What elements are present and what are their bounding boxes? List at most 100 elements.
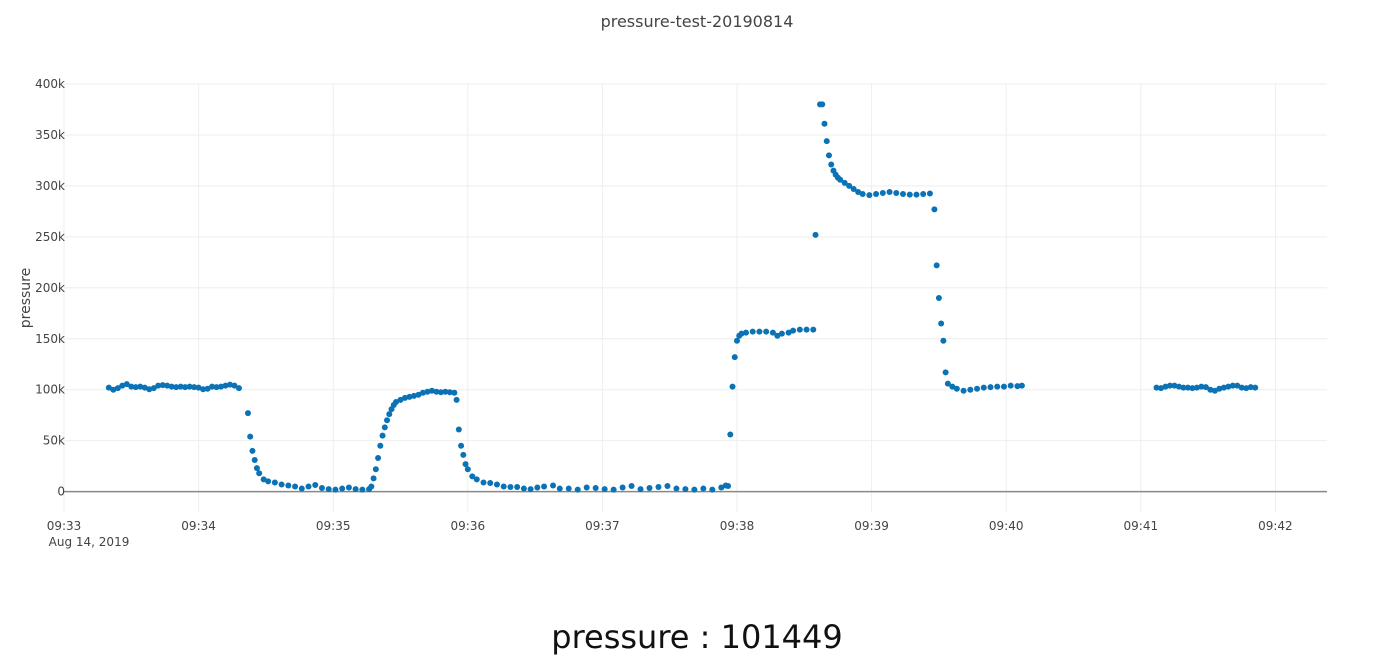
data-point (292, 483, 299, 490)
data-point (646, 485, 653, 492)
y-tick-label: 50k (43, 434, 65, 448)
data-point (1243, 385, 1250, 392)
data-point (446, 389, 453, 396)
x-tick-label: 09:40 (989, 519, 1024, 533)
data-point (803, 326, 810, 333)
x-tick-label: 09:42 (1258, 519, 1293, 533)
data-point (709, 486, 716, 493)
data-point (725, 483, 732, 490)
data-point (949, 383, 956, 390)
data-point (987, 384, 994, 391)
data-point (1193, 384, 1200, 391)
data-point (137, 383, 144, 390)
data-point (1175, 383, 1182, 390)
data-point (1153, 384, 1160, 391)
data-point (994, 383, 1001, 390)
data-point (460, 451, 467, 458)
data-point (514, 484, 521, 491)
data-point (177, 383, 184, 390)
x-tick-label: 09:34 (181, 519, 216, 533)
data-point (451, 389, 458, 396)
data-point (1189, 385, 1196, 392)
data-point (938, 320, 945, 327)
data-point (128, 383, 135, 390)
data-point (1000, 383, 1007, 390)
data-point (173, 384, 180, 391)
data-point (610, 486, 617, 493)
data-point (437, 389, 444, 396)
data-point (906, 191, 913, 198)
data-point (1207, 386, 1214, 393)
data-point (345, 484, 352, 491)
data-point (368, 483, 375, 490)
data-point (967, 386, 974, 393)
data-point (256, 470, 263, 477)
data-point (442, 388, 449, 395)
data-point (419, 389, 426, 396)
data-point (473, 476, 480, 483)
data-point (1162, 383, 1169, 390)
x-tick-label: 09:33 (47, 519, 82, 533)
data-point (480, 479, 487, 486)
data-point (953, 385, 960, 392)
y-axis-ticks: 0 50k 100k 150k 200k 250k 300k 350k 400k (35, 77, 65, 499)
data-point (900, 191, 907, 198)
data-point (265, 478, 272, 485)
data-point (1229, 382, 1236, 389)
pressure-readout: pressure : 101449 (551, 618, 843, 656)
data-points (105, 101, 1259, 493)
data-point (1211, 387, 1218, 394)
x-axis-ticks: 09:33 09:34 09:35 09:36 09:37 09:38 09:39 09:40… (47, 519, 1293, 533)
data-point (980, 384, 987, 391)
data-point (305, 483, 312, 490)
data-point (1247, 384, 1254, 391)
data-point (397, 396, 404, 403)
data-point (1014, 383, 1021, 390)
data-point (819, 101, 826, 108)
data-point (601, 486, 608, 493)
data-point (738, 330, 745, 337)
data-point (855, 189, 862, 196)
data-point (846, 182, 853, 189)
data-point (105, 384, 112, 391)
data-point (850, 185, 857, 192)
data-point (312, 481, 319, 488)
data-point (920, 191, 927, 198)
data-point (960, 387, 967, 394)
y-tick-label: 300k (35, 179, 65, 193)
x-tick-label: 09:38 (720, 519, 755, 533)
data-point (534, 484, 541, 491)
data-point (1202, 384, 1209, 391)
data-point (742, 329, 749, 336)
data-point (796, 326, 803, 333)
data-point (155, 382, 162, 389)
data-point (823, 138, 830, 145)
y-tick-label: 150k (35, 332, 65, 346)
data-point (974, 385, 981, 392)
data-point (251, 457, 258, 464)
data-point (841, 179, 848, 186)
data-point (1220, 384, 1227, 391)
data-point (637, 486, 644, 493)
x-tick-label: 09:36 (451, 519, 486, 533)
data-point (247, 433, 254, 440)
y-axis-label: pressure (18, 268, 34, 328)
data-point (1180, 384, 1187, 391)
data-point (1018, 382, 1025, 389)
data-point (370, 475, 377, 482)
data-point (935, 295, 942, 301)
data-point (339, 485, 346, 492)
data-point (873, 191, 880, 198)
data-point (500, 483, 507, 490)
data-point (729, 383, 736, 390)
data-point (664, 483, 671, 490)
data-point (812, 231, 819, 238)
data-point (1198, 383, 1205, 390)
data-point (235, 385, 242, 392)
data-point (487, 479, 494, 486)
data-point (749, 328, 756, 335)
x-axis-date-label: Aug 14, 2019 (49, 535, 130, 549)
data-point (325, 486, 332, 493)
data-point (227, 381, 234, 388)
data-point (278, 481, 285, 488)
